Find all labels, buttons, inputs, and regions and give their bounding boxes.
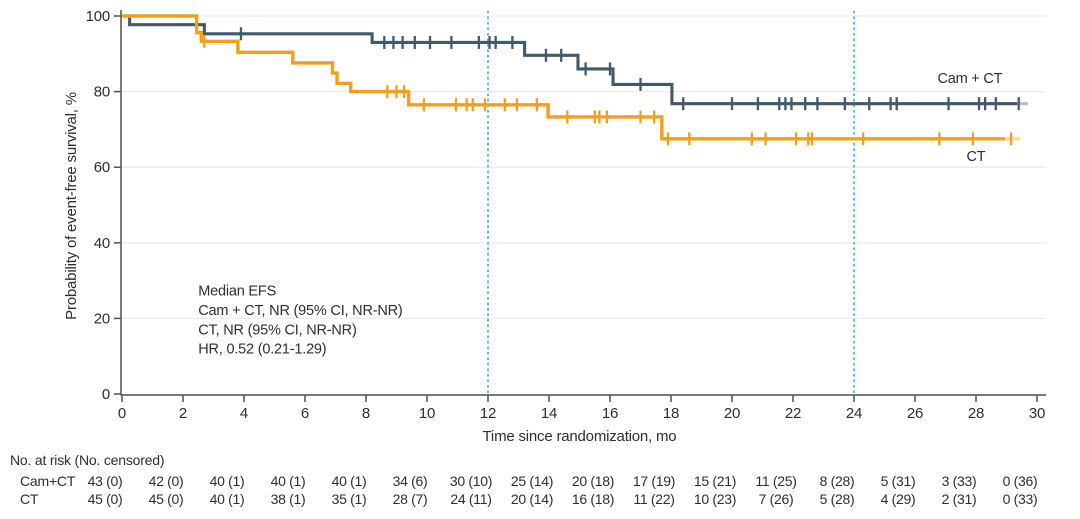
risk-cell: 38 (1): [270, 491, 306, 507]
risk-cell: 8 (28): [819, 473, 855, 489]
y-tick-label: 100: [86, 8, 110, 25]
x-tick-label: 10: [419, 405, 435, 422]
risk-cell: 45 (0): [87, 491, 123, 507]
risk-cell: 4 (29): [880, 491, 916, 507]
risk-cell: 24 (11): [450, 491, 492, 507]
km-curve-ct: [122, 14, 1005, 141]
risk-cell: 2 (31): [941, 491, 977, 507]
risk-cell: 0 (36): [1002, 473, 1038, 489]
risk-cell: 5 (31): [880, 473, 916, 489]
km-chart: 0 2 4 6 8 10 12 14 16 18 20 22 24 26 28 30020406080100T…: [63, 8, 1046, 445]
risk-cell: 40 (1): [270, 473, 306, 489]
series-label-ct: CT: [967, 149, 986, 165]
risk-cell: 40 (1): [209, 473, 245, 489]
risk-cell: 40 (1): [331, 473, 367, 489]
risk-cell: 25 (14): [510, 473, 554, 489]
y-tick-label: 20: [94, 310, 110, 327]
series-label-cam-ct: Cam + CT: [937, 71, 1002, 87]
risk-cell: 40 (1): [209, 491, 245, 507]
x-tick-label: 16: [602, 405, 618, 422]
risk-cell: 34 (6): [392, 473, 428, 489]
y-tick-label: 60: [94, 159, 110, 176]
risk-cell: 20 (14): [510, 491, 554, 507]
risk-cell: 3 (33): [941, 473, 977, 489]
risk-cell: 35 (1): [331, 491, 367, 507]
risk-cell: 16 (18): [571, 491, 615, 507]
x-tick-label: 30: [1029, 405, 1045, 422]
risk-cell: 10 (23): [693, 491, 737, 507]
x-tick-label: 0: [118, 405, 126, 422]
x-tick-label: 24: [846, 405, 862, 422]
x-tick-label: 4: [240, 405, 248, 422]
x-tick-label: 8: [362, 405, 370, 422]
x-tick-label: 22: [785, 405, 801, 422]
x-tick-label: 2: [179, 405, 187, 422]
x-tick-label: 28: [968, 405, 984, 422]
x-tick-label: 26: [907, 405, 923, 422]
risk-row-label-cam-ct: Cam+CT: [20, 473, 76, 489]
risk-cell: 30 (10): [449, 473, 493, 489]
x-tick-label: 20: [724, 405, 740, 422]
risk-cell: 20 (18): [571, 473, 615, 489]
x-tick-label: 6: [301, 405, 309, 422]
y-tick-label: 0: [102, 386, 110, 403]
risk-cell: 28 (7): [392, 491, 428, 507]
risk-row-label-ct: CT: [20, 491, 39, 507]
y-tick-label: 80: [94, 84, 110, 101]
risk-cell: 11 (22): [633, 491, 675, 507]
y-axis-title: Probability of event-free survival, %: [63, 92, 80, 320]
x-tick-label: 14: [541, 405, 557, 422]
y-tick-label: 40: [94, 235, 110, 252]
risk-cell: 7 (26): [758, 491, 794, 507]
x-axis-title: Time since randomization, mo: [483, 428, 677, 445]
risk-cell: 0 (33): [1002, 491, 1038, 507]
annotation-line: CT, NR (95% CI, NR-NR): [198, 322, 356, 338]
risk-cell: 45 (0): [148, 491, 184, 507]
risk-cell: 15 (21): [693, 473, 737, 489]
x-tick-label: 12: [480, 405, 496, 422]
annotation-line: HR, 0.52 (0.21-1.29): [198, 342, 326, 358]
annotation-line: Cam + CT, NR (95% CI, NR-NR): [198, 303, 402, 319]
risk-cell: 17 (19): [632, 473, 676, 489]
risk-cell: 42 (0): [148, 473, 184, 489]
annotation-line: Median EFS: [198, 284, 276, 300]
x-tick-label: 18: [663, 405, 679, 422]
risk-cell: 43 (0): [87, 473, 123, 489]
risk-cell: 11 (25): [755, 473, 797, 489]
risk-cell: 5 (28): [819, 491, 855, 507]
km-curve-cam-ct: [122, 14, 1018, 106]
